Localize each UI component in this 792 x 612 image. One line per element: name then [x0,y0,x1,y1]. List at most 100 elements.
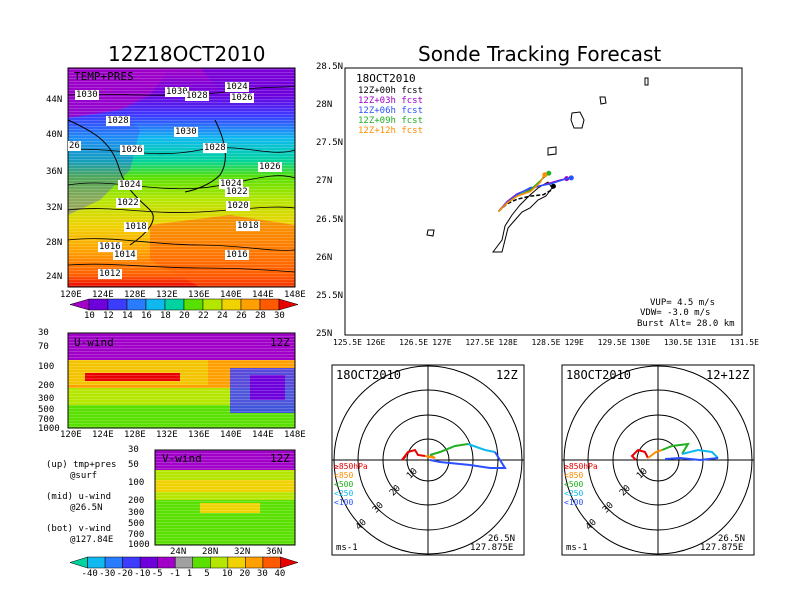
v-wind-level-label: 300 [128,508,145,518]
u-wind-lon-label: 136E [188,430,210,440]
u-wind-lon-label: 124E [92,430,114,440]
isobar-label: 1018 [124,222,148,232]
map-lon-label: 132E [156,290,178,300]
wind-colorbar-swatch [87,556,106,569]
u-wind-lon-label: 140E [220,430,242,440]
colorbar-tick-label: 10 [84,311,95,321]
hodo2-lat: 26.5N [718,534,746,544]
u-wind-level-label: 500 [38,405,55,415]
hodograph-2 [561,364,755,556]
u-wind-label: U-wind [74,336,114,349]
track-lon-label: 127E [432,338,452,347]
hodo1-lon: 127.875E [470,543,514,553]
v-wind-level-label: 30 [128,445,139,455]
map-lon-label: 128E [124,290,146,300]
colorbar-tick-label: 30 [274,311,285,321]
track-lon-label: 130E [630,338,651,347]
hodograph-level-label: <850 [334,471,354,480]
wind-colorbar-swatch [157,556,176,569]
colorbar-tick-label: 26 [236,311,247,321]
track-lat-label: 25N [316,329,333,339]
right-title: Sonde Tracking Forecast [418,42,662,66]
wind-colorbar-tick-label: -40 [81,569,98,579]
hodo2-units: ms-1 [566,543,588,553]
v-wind-level-label: 100 [128,478,145,488]
wind-colorbar-tick-label: 30 [256,569,268,579]
colorbar-tick-label: 28 [255,311,266,321]
wind-colorbar-tick-label: 40 [274,569,286,579]
note-mid-level: @26.5N [70,503,103,513]
map-lon-label: 136E [188,290,210,300]
track-legend-item: 12Z+00h fcst [358,86,424,96]
track-lat-label: 28.5N [316,62,344,72]
wind-colorbar-swatch [262,556,281,569]
colorbar-swatch [88,298,109,311]
track-legend-item: 12Z+12h fcst [358,126,424,136]
track-vup: VUP= 4.5 m/s [650,298,716,308]
colorbar-swatch [107,298,128,311]
v-wind-level-label: 50 [128,460,139,470]
v-wind-lat-label: 36N [266,547,283,557]
track-lon-label: 128.5E [531,338,561,347]
v-wind-level-label: 700 [128,530,145,540]
v-wind-level-label: 200 [128,496,145,506]
hodograph-level-label: <100 [564,498,584,507]
u-wind-lon-label: 132E [156,430,178,440]
v-wind-label: V-wind [162,452,202,465]
v-wind-lat-label: 24N [170,547,187,557]
track-lat-label: 27.5N [316,138,344,149]
colorbar-swatch [183,298,204,311]
isobar-label: 1028 [106,116,130,126]
hodograph-level-label: ≥850hPa [564,462,598,471]
map-lat-label: 44N [46,95,63,105]
colorbar-swatch [278,298,299,311]
u-wind-level-label: 1000 [38,424,60,434]
track-lat-label: 26N [316,252,333,263]
hodo1-date: 18OCT2010 [336,368,402,382]
v-wind-lat-label: 28N [202,547,219,557]
wind-colorbar-swatch [280,556,299,569]
colorbar-swatch [202,298,223,311]
v-wind-panel [154,449,296,546]
v-wind-level-label: 500 [128,519,145,529]
v-wind-time: 12Z [270,452,290,465]
map-lat-label: 24N [46,272,63,282]
wind-colorbar-swatch [174,556,194,569]
track-lon-label: 126.5E [399,338,429,347]
note-mid: (mid) u-wind [46,492,112,502]
wind-colorbar-swatch [192,556,211,569]
wind-colorbar-swatch [227,556,246,569]
hodograph-level-label: <500 [334,480,354,489]
u-wind-lon-label: 148E [284,430,306,440]
track-lat-label: 27N [316,176,333,187]
colorbar-tick-label: 20 [179,311,190,321]
track-date: 18OCT2010 [356,72,416,85]
track-lat-label: 25.5N [316,290,344,301]
isobar-label: 1028 [203,143,227,153]
isobar-label: 1012 [98,269,122,279]
colorbar-swatch [145,298,166,311]
wind-colorbar-swatch [139,556,158,569]
map-lat-label: 28N [46,238,63,248]
hodograph-level-label: <500 [564,480,584,489]
track-legend-item: 12Z+09h fcst [358,116,424,126]
wind-colorbar [69,556,299,569]
sonde-track-map [344,67,743,336]
wind-colorbar-swatch [210,556,229,569]
track-lon-label: 125.5E [333,338,362,347]
v-wind-level-label: 1000 [128,540,150,550]
track-lon-label: 130.5E [663,338,693,347]
isobar-label: 1022 [116,198,140,208]
temperature-colorbar [69,298,299,311]
hodograph-level-label: <850 [564,471,584,480]
wind-colorbar-tick-label: -10 [134,569,151,579]
wind-colorbar-tick-label: 5 [204,569,210,579]
isobar-label: 1024 [225,82,249,92]
hodo2-lon: 127.875E [700,543,744,553]
track-burst-point [550,183,556,189]
track-series-line [498,185,555,212]
isobar-label: 1030 [165,87,189,97]
wind-colorbar-swatch [122,556,141,569]
map-lon-label: 140E [220,290,242,300]
track-lat-label: 28N [316,100,333,111]
